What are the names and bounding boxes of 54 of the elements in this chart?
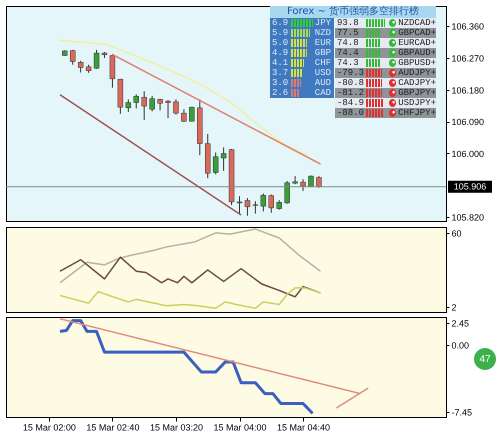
y-tick-label: 0.00 bbox=[452, 340, 470, 350]
category-label: USD bbox=[314, 68, 332, 78]
y-tick-label: -7.45 bbox=[452, 408, 472, 418]
data-label: 74.8 bbox=[336, 38, 360, 48]
data-label: 74.3 bbox=[336, 58, 360, 68]
data-label: 5.0 bbox=[271, 38, 289, 48]
data-label: -84.9 bbox=[336, 98, 364, 108]
y-tick-label: 60 bbox=[452, 228, 462, 238]
category-label: GBPCAD+ bbox=[398, 28, 436, 38]
y-tick-label: 106.000 bbox=[452, 148, 484, 159]
y-tick-label: 106.090 bbox=[452, 117, 484, 128]
y-tick-label: 105.820 bbox=[452, 212, 484, 223]
category-label: GBPAUD+ bbox=[398, 48, 436, 58]
x-tick-label: 15 Mar 02:40 bbox=[86, 422, 140, 432]
category-label: GBPUSD+ bbox=[398, 58, 436, 68]
data-label: -88.0 bbox=[336, 108, 364, 118]
category-label: CHFJPY+ bbox=[398, 108, 436, 118]
y-tick-label: 2.45 bbox=[452, 318, 470, 328]
x-tick-label: 15 Mar 02:00 bbox=[22, 422, 76, 432]
data-label: 5.9 bbox=[271, 28, 289, 38]
category-label: CHF bbox=[314, 58, 332, 68]
data-label: 93.8 bbox=[336, 18, 360, 28]
x-tick-label: 15 Mar 04:40 bbox=[277, 422, 330, 432]
y-tick-label: 106.360 bbox=[452, 22, 484, 32]
data-label: 3.7 bbox=[271, 68, 289, 78]
category-label: AUD bbox=[314, 78, 332, 88]
category-label: NZD bbox=[314, 28, 332, 38]
data-label: 2.6 bbox=[271, 88, 289, 98]
data-label: 4.9 bbox=[271, 48, 289, 58]
y-tick-label: 2 bbox=[452, 302, 457, 313]
y-tick-label: 106.270 bbox=[452, 53, 484, 64]
category-label: EURCAD+ bbox=[398, 38, 436, 48]
category-label: JPY bbox=[314, 18, 332, 28]
ref-line-label: 105.906 bbox=[454, 182, 486, 192]
category-label: CADJPY+ bbox=[398, 78, 436, 88]
data-label: -79.3 bbox=[336, 68, 364, 78]
category-label: GBPJPY+ bbox=[398, 88, 436, 98]
data-label: 74.4 bbox=[336, 48, 360, 58]
data-label: 3.0 bbox=[271, 78, 289, 88]
category-label: GBP bbox=[314, 48, 332, 58]
x-tick-label: 15 Mar 03:20 bbox=[150, 422, 203, 432]
y-tick-label: 106.180 bbox=[452, 85, 484, 96]
text: Forex ~ 货币强弱多空排行榜 bbox=[270, 6, 436, 18]
data-label: 4.1 bbox=[271, 58, 289, 68]
data-label: -80.8 bbox=[336, 78, 364, 88]
category-label: USDJPY+ bbox=[398, 98, 436, 108]
data-label: 6.9 bbox=[271, 18, 289, 28]
category-label: NZDCAD+ bbox=[398, 18, 436, 28]
data-label: -81.2 bbox=[336, 88, 364, 98]
category-label: AUDJPY+ bbox=[398, 68, 436, 78]
category-label: EUR bbox=[314, 38, 332, 48]
x-tick-label: 15 Mar 04:00 bbox=[213, 422, 267, 432]
data-label: 77.5 bbox=[336, 28, 360, 38]
category-label: CAD bbox=[314, 88, 332, 98]
